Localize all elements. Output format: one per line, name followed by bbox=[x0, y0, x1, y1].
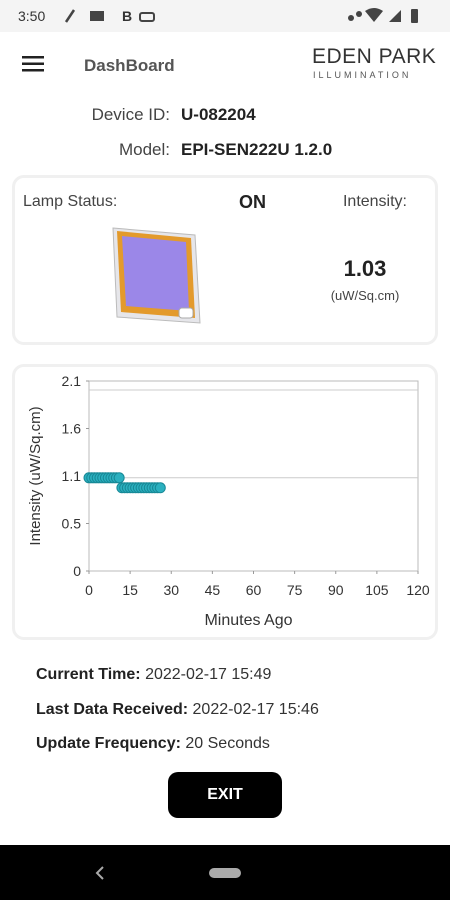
back-button[interactable] bbox=[92, 865, 108, 881]
y-tick-label: 2.1 bbox=[62, 373, 82, 389]
status-icons: B bbox=[64, 8, 155, 24]
frequency-row: Update Frequency: 20 Seconds bbox=[36, 735, 270, 753]
device-id-label: Device ID: bbox=[91, 105, 170, 124]
data-point bbox=[113, 472, 125, 484]
x-tick-label: 15 bbox=[122, 582, 138, 598]
y-tick-label: 1.6 bbox=[62, 421, 82, 437]
x-tick-label: 75 bbox=[287, 582, 303, 598]
chart-card bbox=[12, 364, 438, 640]
x-axis-label: Minutes Ago bbox=[204, 612, 292, 629]
x-tick-label: 30 bbox=[163, 582, 179, 598]
system-icons bbox=[348, 8, 418, 23]
x-tick-label: 105 bbox=[365, 582, 389, 598]
current-time-row: Current Time: 2022-02-17 15:49 bbox=[36, 666, 271, 684]
lamp-card: Lamp Status: ON Intensity: 1.03 (uW/Sq.c… bbox=[12, 175, 438, 345]
frequency: 20 Seconds bbox=[185, 735, 270, 752]
y-tick-label: 0 bbox=[73, 563, 81, 579]
current-time: 2022-02-17 15:49 bbox=[145, 666, 272, 683]
exit-button[interactable]: EXIT bbox=[168, 772, 282, 818]
y-tick-label: 1.1 bbox=[62, 468, 82, 484]
home-button[interactable] bbox=[209, 868, 241, 878]
x-tick-label: 60 bbox=[246, 582, 262, 598]
x-tick-label: 120 bbox=[406, 582, 430, 598]
chart: 0 0.5 1.1 1.6 2.1 0 15 30 45 60 75 90 105 120 Minutes … bbox=[27, 373, 430, 629]
x-tick-label: 90 bbox=[328, 582, 344, 598]
svg-text:B: B bbox=[122, 8, 132, 24]
intensity-value: 1.03 bbox=[343, 256, 387, 281]
lamp-image bbox=[112, 227, 201, 324]
navigation-bar bbox=[0, 845, 450, 900]
last-data-row: Last Data Received: 2022-02-17 15:46 bbox=[36, 701, 319, 719]
last-data-label: Last Data Received: bbox=[36, 701, 189, 718]
x-tick-label: 0 bbox=[85, 582, 93, 598]
menu-button[interactable] bbox=[22, 56, 44, 72]
frequency-label: Update Frequency: bbox=[36, 735, 181, 752]
page-title: DashBoard bbox=[84, 56, 175, 75]
logo: EDEN PARK bbox=[312, 45, 437, 68]
current-time-label: Current Time: bbox=[36, 666, 141, 683]
x-tick-label: 45 bbox=[205, 582, 221, 598]
lamp-status-label: Lamp Status: bbox=[23, 193, 118, 210]
model-label: Model: bbox=[118, 140, 170, 159]
intensity-unit: (uW/Sq.cm) bbox=[330, 288, 400, 303]
data-point bbox=[154, 482, 166, 494]
last-data: 2022-02-17 15:46 bbox=[192, 701, 319, 718]
model: EPI-SEN222U 1.2.0 bbox=[181, 140, 333, 159]
intensity-label: Intensity: bbox=[342, 193, 407, 210]
device-id: U-082204 bbox=[181, 105, 256, 124]
status-bar: 3:50 B bbox=[0, 0, 450, 32]
logo-subtitle: ILLUMINATION bbox=[313, 70, 412, 80]
lamp-status: ON bbox=[239, 192, 266, 212]
time: 3:50 bbox=[18, 8, 46, 24]
y-axis-label: Intensity (uW/Sq.cm) bbox=[27, 406, 44, 545]
y-tick-label: 0.5 bbox=[62, 516, 82, 532]
plot-frame bbox=[88, 380, 419, 572]
